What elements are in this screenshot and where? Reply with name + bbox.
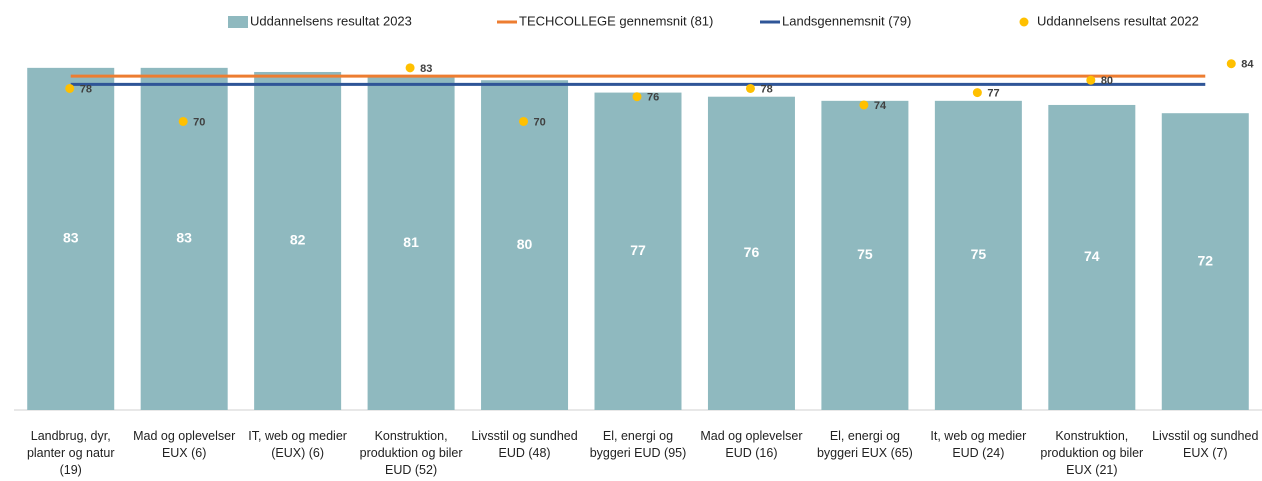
x-tick-label: El, energi og byggeri EUD (95) (589, 429, 687, 460)
bar (27, 67, 115, 410)
x-tick-label: Mad og oplevelser EUD (16) (700, 429, 803, 460)
x-tick-label: Mad og oplevelser EUX (6) (133, 429, 236, 460)
bar-label: 83 (176, 230, 192, 246)
bar (367, 76, 455, 410)
x-tick-label: Konstruktion, produktion og biler EUD (5… (359, 429, 463, 477)
bar (481, 80, 569, 410)
dot-label: 78 (80, 83, 92, 95)
dot (178, 116, 188, 126)
x-tick-label: Livsstil og sundhed EUD (48) (471, 429, 578, 460)
x-tick-label: Livsstil og sundhed EUX (7) (1152, 429, 1259, 460)
dot-label: 84 (1241, 59, 1254, 71)
dot-label: 77 (987, 87, 999, 99)
legend-swatch (1019, 17, 1029, 27)
dot-label: 78 (760, 83, 772, 95)
legend-label: TECHCOLLEGE gennemsnit (81) (519, 13, 713, 28)
bar (707, 96, 795, 410)
x-tick-label: Konstruktion, produktion og biler EUX (2… (1040, 429, 1144, 477)
dot (65, 83, 75, 93)
legend-label: Uddannelsens resultat 2022 (1037, 13, 1199, 28)
bar-label: 81 (403, 234, 419, 250)
dot (405, 63, 415, 73)
bar (1048, 104, 1136, 410)
bar (821, 100, 909, 410)
dot (1226, 59, 1236, 69)
dot (972, 88, 982, 98)
bar-label: 80 (517, 236, 533, 252)
dot-label: 83 (420, 63, 432, 75)
bar-label: 83 (63, 230, 79, 246)
bar-label: 76 (744, 244, 760, 260)
x-tick-label: IT, web og medier (EUX) (6) (248, 429, 347, 460)
legend-swatch (228, 16, 248, 28)
bar (594, 92, 682, 410)
dot-label: 74 (874, 100, 887, 112)
x-tick-label: It, web og medier EUD (24) (930, 429, 1027, 460)
dot (519, 116, 529, 126)
dot-label: 76 (647, 92, 659, 104)
dot-label: 70 (534, 116, 546, 128)
bar-label: 75 (857, 246, 873, 262)
dot-label: 80 (1101, 75, 1113, 87)
x-tick-label: Landbrug, dyr, planter og natur (19) (26, 429, 115, 477)
dot (745, 83, 755, 93)
bar-label: 77 (630, 242, 646, 258)
bar (934, 100, 1022, 410)
legend-label: Uddannelsens resultat 2023 (250, 13, 412, 28)
bar (254, 71, 342, 410)
dot (1086, 75, 1096, 85)
dot (632, 92, 642, 102)
bar-label: 74 (1084, 248, 1100, 264)
legend-label: Landsgennemsnit (79) (782, 13, 911, 28)
bar-label: 82 (290, 232, 306, 248)
bar-label: 72 (1197, 252, 1213, 268)
dot (859, 100, 869, 110)
x-tick-label: El, energi og byggeri EUX (65) (816, 429, 913, 460)
bar (1161, 113, 1249, 410)
bar-label: 75 (971, 246, 987, 262)
dot-label: 70 (193, 116, 205, 128)
